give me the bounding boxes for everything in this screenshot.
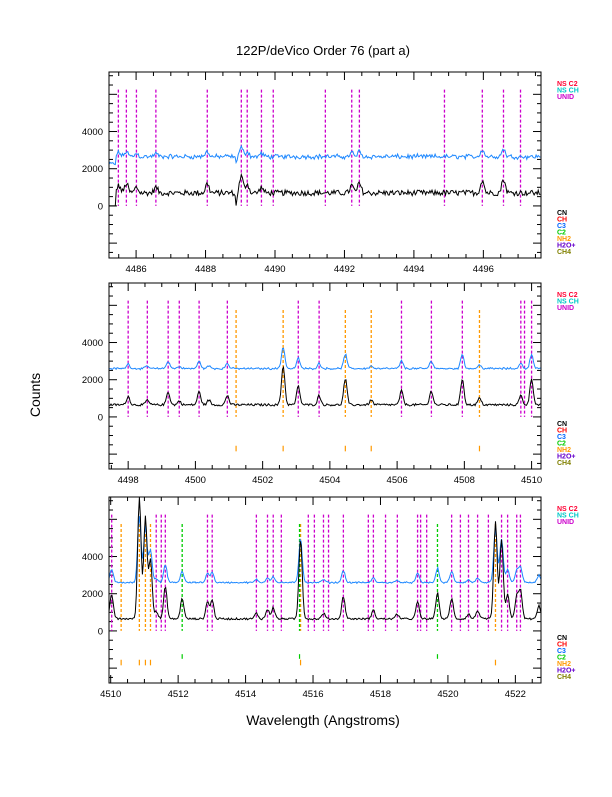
legend-bottom-label: H2O+	[557, 667, 575, 674]
x-tick-label: 4508	[454, 475, 475, 486]
legend-bottom-label: C3	[557, 648, 566, 655]
y-tick-label: 0	[98, 412, 103, 423]
legend-bottom-label: CN	[557, 635, 567, 642]
legend-top-label: NS CH	[557, 513, 579, 520]
legend-bottom-label: NH2	[557, 236, 571, 243]
legend-bottom-label: C2	[557, 654, 566, 661]
x-tick-label: 4504	[319, 475, 340, 486]
legend-bottom-label: CN	[557, 210, 567, 217]
legend-bottom-label: C3	[557, 223, 566, 230]
y-tick-label: 4000	[82, 552, 103, 563]
plot-frame	[108, 282, 542, 470]
y-axis-label: Counts	[27, 373, 43, 417]
panel-2: 4498 4500 4502 4504 4506 4508 4510 0 2000 4000 NS …	[82, 282, 579, 486]
panel-3: 4510 4512 4514 4516 4518 4520 4522 0 2000 4000 NS …	[82, 496, 579, 700]
legend-bottom-label: CH	[557, 427, 567, 434]
legend-bottom-label: C2	[557, 440, 566, 447]
x-axis-label: Wavelength (Angstroms)	[246, 712, 400, 728]
spectrum-line	[109, 497, 541, 621]
x-tick-label: 4512	[168, 689, 189, 700]
legend-bottom-label: CN	[557, 421, 567, 428]
offset-spectrum-line	[109, 516, 541, 585]
legend-bottom-label: H2O+	[557, 242, 575, 249]
x-tick-label: 4520	[437, 689, 458, 700]
x-tick-label: 4486	[126, 264, 147, 275]
plot-frame	[108, 71, 542, 259]
legend-bottom-label: NH2	[557, 447, 571, 454]
legend-top-label: NS CH	[557, 88, 579, 95]
x-tick-label: 4496	[473, 264, 494, 275]
legend-top-label: NS C2	[557, 81, 578, 88]
legend-top-label: UNID	[557, 519, 574, 526]
offset-spectrum-line	[109, 144, 541, 166]
legend-bottom-label: C3	[557, 434, 566, 441]
x-tick-label: 4500	[185, 475, 206, 486]
legend-top-label: UNID	[557, 94, 574, 101]
x-tick-label: 4518	[370, 689, 391, 700]
legend-bottom-label: NH2	[557, 661, 571, 668]
y-tick-label: 0	[98, 201, 103, 212]
legend-top-label: NS C2	[557, 292, 578, 299]
y-tick-label: 0	[98, 626, 103, 637]
legend-bottom-label: CH	[557, 216, 567, 223]
spectrum-line	[109, 365, 541, 407]
x-tick-label: 4516	[302, 689, 323, 700]
legend-bottom-label: H2O+	[557, 453, 575, 460]
legend-bottom-label: CH4	[557, 249, 571, 256]
x-tick-label: 4502	[252, 475, 273, 486]
legend-bottom-label: CH	[557, 641, 567, 648]
legend-top-label: NS C2	[557, 506, 578, 513]
x-tick-label: 4498	[118, 475, 139, 486]
x-tick-label: 4494	[403, 264, 424, 275]
y-tick-label: 4000	[82, 127, 103, 138]
x-tick-label: 4514	[235, 689, 256, 700]
plot-frame	[108, 496, 542, 684]
x-tick-label: 4488	[195, 264, 216, 275]
y-tick-label: 2000	[82, 164, 103, 175]
x-tick-label: 4490	[264, 264, 285, 275]
x-tick-label: 4510	[100, 689, 121, 700]
x-tick-label: 4492	[334, 264, 355, 275]
y-tick-label: 2000	[82, 589, 103, 600]
y-tick-label: 4000	[82, 338, 103, 349]
legend-bottom-label: CH4	[557, 674, 571, 681]
y-tick-label: 2000	[82, 375, 103, 386]
x-tick-label: 4506	[387, 475, 408, 486]
legend-top-label: NS CH	[557, 299, 579, 306]
legend-bottom-label: C2	[557, 229, 566, 236]
x-tick-label: 4522	[505, 689, 526, 700]
legend-top-label: UNID	[557, 305, 574, 312]
legend-bottom-label: CH4	[557, 460, 571, 467]
spectrum-line	[109, 172, 541, 207]
chart-title: 122P/deVico Order 76 (part a)	[236, 43, 410, 58]
offset-spectrum-line	[109, 347, 541, 371]
panel-1: 4486 4488 4490 4492 4494 4496 0 2000 4000 NS C2NS…	[82, 71, 579, 275]
x-tick-label: 4510	[521, 475, 542, 486]
